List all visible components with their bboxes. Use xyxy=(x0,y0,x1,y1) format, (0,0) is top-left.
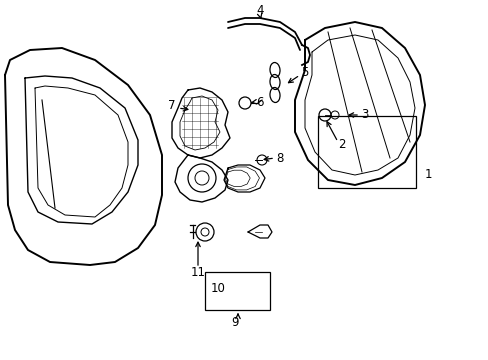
Text: 2: 2 xyxy=(338,139,345,152)
Bar xyxy=(317,116,415,188)
Text: 3: 3 xyxy=(361,108,368,121)
Text: 1: 1 xyxy=(424,168,431,181)
Text: 9: 9 xyxy=(231,315,238,328)
Bar xyxy=(204,272,269,310)
Text: 4: 4 xyxy=(256,4,263,17)
Text: 5: 5 xyxy=(301,66,308,78)
Text: 10: 10 xyxy=(210,282,225,294)
Text: 6: 6 xyxy=(256,95,263,108)
Text: 11: 11 xyxy=(190,266,205,279)
Text: 8: 8 xyxy=(276,152,283,165)
Text: 7: 7 xyxy=(168,99,175,112)
